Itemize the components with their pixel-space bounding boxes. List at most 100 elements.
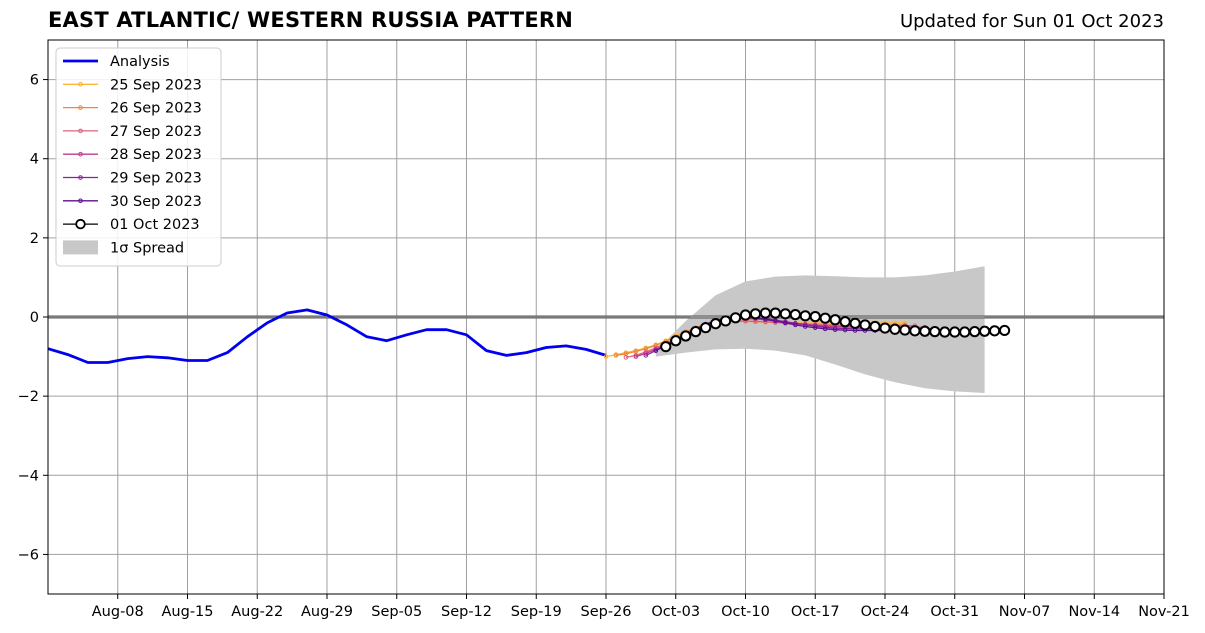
y-tick-label: −6: [18, 547, 39, 563]
data-point: [939, 326, 951, 338]
data-point: [879, 322, 891, 334]
legend-marker: [78, 105, 83, 110]
data-point: [789, 309, 801, 321]
x-tick-label: Oct-10: [721, 604, 770, 620]
y-tick-label: −2: [18, 389, 39, 405]
legend-marker: [78, 198, 83, 204]
data-point: [623, 355, 629, 360]
legend-label: Analysis: [110, 54, 170, 70]
data-point: [819, 312, 831, 324]
legend-item: 01 Oct 2023: [63, 217, 200, 233]
data-point: [739, 309, 752, 321]
data-point: [809, 311, 821, 323]
data-point: [919, 325, 931, 337]
analysis-series: [47, 308, 607, 364]
legend-item: 27 Sep 2023: [63, 124, 202, 140]
spread-band: [655, 266, 985, 393]
data-point: [710, 318, 722, 330]
data-point: [889, 323, 901, 335]
data-point: [670, 335, 682, 347]
data-point: [773, 318, 778, 324]
data-point: [759, 307, 772, 319]
x-tick-label: Sep-26: [580, 604, 631, 620]
y-tick-label: 6: [30, 73, 39, 89]
series-01-oct-2023: [660, 307, 1011, 353]
data-point: [849, 317, 861, 329]
legend-swatch: [63, 240, 98, 255]
data-point: [829, 314, 841, 326]
x-tick-label: Aug-15: [162, 604, 214, 620]
x-tick-label: Sep-05: [371, 604, 422, 620]
legend-item: Analysis: [63, 54, 170, 70]
axes: −6 −4 −2 0 2 4 6 Aug-08 Aug-15 Aug-22 Aug-29 Sep-05…: [18, 39, 1190, 620]
legend-item: 28 Sep 2023: [63, 147, 202, 163]
legend-item: 25 Sep 2023: [63, 77, 202, 93]
data-point: [839, 316, 851, 328]
data-point: [613, 353, 619, 358]
legend-label: 30 Sep 2023: [110, 194, 202, 210]
zero-line: [48, 315, 1164, 319]
legend-label: 25 Sep 2023: [110, 77, 202, 93]
legend-item: 1σ Spread: [63, 240, 184, 256]
data-point: [799, 310, 811, 322]
data-point: [769, 307, 781, 319]
x-tick-label: Oct-03: [651, 604, 700, 620]
x-tick-label: Nov-14: [1068, 604, 1120, 620]
x-tick-label: Sep-12: [441, 604, 492, 620]
x-tick-label: Sep-19: [511, 604, 562, 620]
data-point: [802, 324, 808, 329]
legend-item: 26 Sep 2023: [63, 101, 202, 117]
legend-label: 27 Sep 2023: [110, 124, 202, 140]
x-tick-label: Aug-22: [231, 604, 283, 620]
data-point: [603, 354, 609, 359]
data-point: [812, 325, 818, 330]
y-tick-label: −4: [18, 468, 39, 484]
data-point: [783, 320, 788, 326]
data-point: [680, 330, 692, 342]
data-point: [899, 324, 911, 336]
spread-area: [655, 266, 985, 393]
data-point: [779, 308, 791, 320]
analysis-line: [47, 308, 607, 364]
data-point: [700, 322, 712, 334]
legend-marker: [78, 151, 83, 157]
data-point: [979, 325, 991, 337]
legend-label: 1σ Spread: [110, 240, 184, 256]
x-tick-label: Nov-21: [1138, 604, 1190, 620]
x-tick-label: Oct-24: [861, 604, 910, 620]
data-point: [989, 325, 1001, 337]
data-point: [749, 308, 762, 320]
legend-marker: [75, 218, 86, 230]
data-point: [909, 325, 921, 337]
legend-marker: [78, 128, 83, 134]
data-point: [842, 327, 848, 333]
x-tick-label: Nov-07: [999, 604, 1051, 620]
x-tick-label: Aug-29: [301, 604, 353, 620]
data-point: [643, 353, 649, 358]
data-point: [969, 326, 981, 338]
y-tick-label: 2: [30, 231, 39, 247]
data-point: [959, 326, 971, 338]
x-tick-label: Aug-08: [92, 604, 144, 620]
y-tick-label: 0: [30, 310, 39, 326]
data-point: [633, 354, 639, 359]
legend-label: 26 Sep 2023: [110, 101, 202, 117]
data-point: [822, 326, 828, 332]
x-tick-label: Oct-17: [791, 604, 840, 620]
y-tick-label: 4: [30, 152, 39, 168]
data-point: [729, 312, 742, 324]
data-point: [793, 322, 798, 328]
data-point: [929, 326, 941, 338]
data-point: [859, 319, 871, 331]
data-point: [949, 326, 961, 338]
x-tick-label: Oct-31: [930, 604, 979, 620]
legend: Analysis 25 Sep 2023 26 Sep 2023 27 Sep 202…: [55, 47, 222, 267]
data-point: [832, 327, 838, 332]
legend-label: 01 Oct 2023: [110, 217, 200, 233]
legend-item: 30 Sep 2023: [63, 194, 202, 210]
legend-marker: [78, 175, 83, 180]
legend-marker: [78, 82, 83, 87]
forecast-series: [603, 307, 1011, 360]
data-point: [653, 348, 659, 353]
